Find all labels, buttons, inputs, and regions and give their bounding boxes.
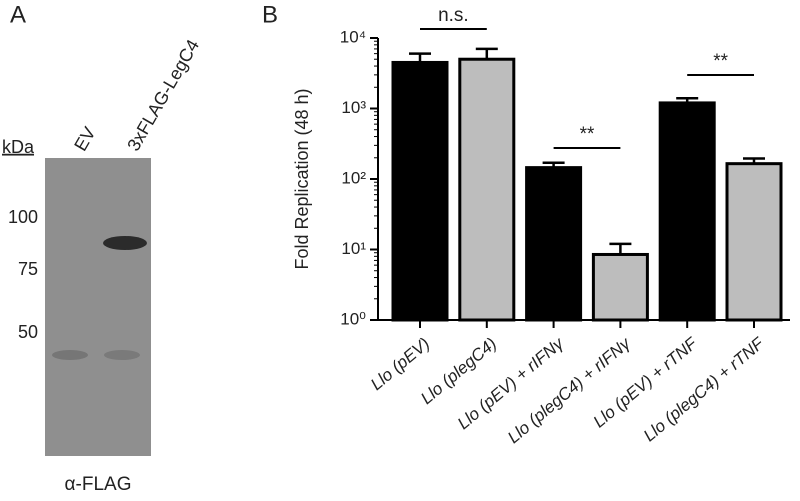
y-tick-label: 10¹: [341, 239, 366, 258]
kda-label: kDa: [2, 137, 35, 157]
bar: [458, 57, 516, 322]
y-axis-label: Fold Replication (48 h): [292, 88, 312, 269]
significance-label: **: [713, 51, 728, 72]
y-tick-label: 10²: [341, 168, 366, 187]
x-tick-label: Llo (plegC4) + rIFNγ: [504, 333, 635, 447]
marker-label: 100: [8, 207, 38, 227]
marker-label: 75: [18, 259, 38, 279]
bar: [591, 252, 649, 322]
significance-label: **: [580, 124, 595, 145]
significance-label: n.s.: [438, 5, 469, 26]
bar: [525, 166, 583, 322]
bar: [391, 60, 449, 322]
y-tick-label: 10⁴: [340, 27, 366, 46]
blot-band: [104, 350, 140, 360]
blot-band: [103, 236, 147, 250]
y-tick-label: 10⁰: [340, 309, 366, 328]
blot: [45, 158, 151, 456]
panel-letter: A: [10, 1, 26, 28]
bar: [725, 162, 783, 322]
lane-label: 3xFLAG-LegC4: [123, 36, 203, 154]
antibody-label: α-FLAG: [65, 474, 132, 495]
panel-letter: B: [262, 1, 278, 28]
x-tick-label: Llo (pEV): [367, 334, 434, 394]
lane-label: EV: [70, 124, 99, 155]
marker-label: 50: [18, 322, 38, 342]
bar: [658, 101, 716, 322]
blot-band: [52, 350, 88, 360]
x-tick-label: Llo (plegC4) + rTNF: [640, 333, 769, 445]
y-tick-label: 10³: [341, 98, 366, 117]
